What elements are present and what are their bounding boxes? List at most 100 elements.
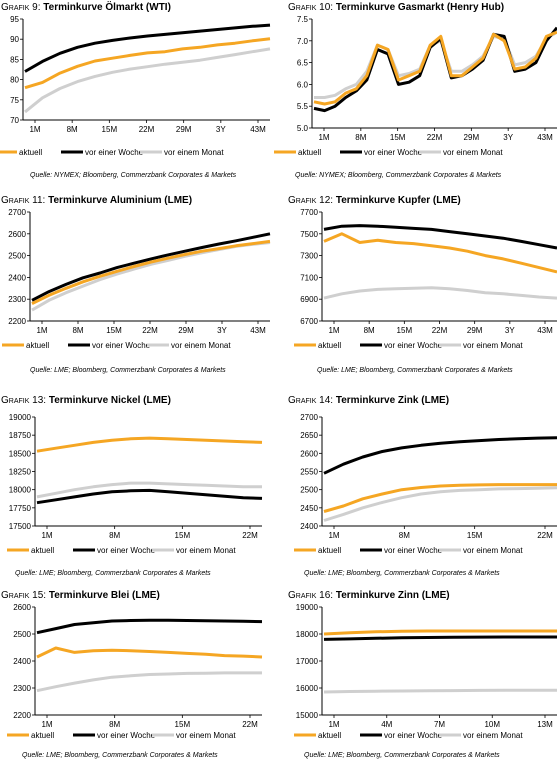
x-tick-label: 3Y (216, 125, 226, 134)
legend-label: aktuell (31, 546, 54, 555)
chart-panel-wti: Grafik 9: Terminkurve Ölmarkt (WTI) 70 75… (0, 2, 271, 188)
chart-panel-kupfer: Grafik 12: Terminkurve Kupfer (LME) 6700… (287, 195, 557, 381)
chart-svg: 17500 17750 18000 18250 18500 18750 19000 1M 8M 1… (7, 413, 263, 555)
series-line-vor-einem-monat (323, 486, 557, 522)
x-tick-label: 29M (176, 125, 192, 134)
y-tick-label: 2400 (300, 522, 318, 531)
legend-label: aktuell (298, 148, 321, 157)
y-tick-label: 2200 (8, 317, 26, 326)
y-tick-label: 2450 (300, 504, 318, 513)
x-tick-label: 3Y (505, 326, 515, 335)
y-tick-label: 2300 (13, 684, 31, 693)
legend-label: aktuell (318, 546, 341, 555)
y-tick-label: 16000 (296, 684, 319, 693)
chart-svg: 6700 6900 7100 7300 7500 7700 1M 8M 15M 22M 29M 3Y 4… (294, 208, 557, 350)
chart-title: Grafik 12: Terminkurve Kupfer (LME) (288, 195, 461, 206)
y-tick-label: 18750 (9, 431, 32, 440)
series-line-vor-einem-monat (36, 481, 262, 499)
legend-label: vor einem Monat (463, 731, 523, 740)
y-tick-label: 18000 (9, 486, 32, 495)
chart-title-text: Terminkurve Ölmarkt (WTI) (43, 2, 171, 13)
y-tick-label: 6700 (300, 317, 318, 326)
y-tick-label: 6900 (300, 295, 318, 304)
y-tick-label: 18000 (296, 630, 319, 639)
series-line-vor-einer-woche (31, 232, 271, 302)
chart-panel-blei: Grafik 15: Terminkurve Blei (LME) 2200 23… (0, 590, 270, 776)
x-tick-label: 8M (364, 326, 375, 335)
y-tick-label: 2700 (8, 208, 26, 217)
chart-panel-aluminium: Grafik 11: Terminkurve Aluminium (LME) 2… (0, 195, 271, 381)
y-tick-label: 2400 (8, 273, 26, 282)
legend-label: aktuell (19, 148, 42, 157)
x-tick-label: 29M (178, 326, 194, 335)
y-tick-label: 7700 (300, 208, 318, 217)
x-tick-label: 1M (41, 720, 52, 729)
legend-label: vor einer Woche (384, 341, 443, 350)
chart-source: Quelle: LME; Bloomberg, Commerzbank Corp… (304, 752, 500, 759)
x-tick-label: 10M (484, 720, 500, 729)
x-tick-label: 22M (139, 125, 155, 134)
x-tick-label: 22M (142, 326, 158, 335)
x-tick-label: 43M (537, 133, 553, 142)
series-line-aktuell (323, 483, 557, 513)
y-tick-label: 2600 (300, 449, 318, 458)
legend-label: vor einer Woche (384, 731, 443, 740)
series-line-vor-einer-woche (36, 618, 263, 635)
chart-title-text: Terminkurve Zink (LME) (335, 395, 450, 406)
legend-label: vor einer Woche (85, 148, 144, 157)
x-tick-label: 8M (67, 125, 78, 134)
chart-title-text: Terminkurve Blei (LME) (48, 590, 160, 601)
chart-svg: 70 75 80 85 90 95 1M 8M 15M 22M 29M 3Y 43M aktuell vor… (0, 15, 271, 157)
y-tick-label: 2500 (13, 630, 31, 639)
y-tick-label: 19000 (9, 413, 32, 422)
y-tick-label: 2400 (13, 657, 31, 666)
y-tick-label: 75 (10, 96, 19, 105)
y-tick-label: 18250 (9, 468, 32, 477)
x-tick-label: 22M (242, 720, 258, 729)
y-tick-label: 17500 (9, 522, 32, 531)
x-tick-label: 22M (432, 326, 448, 335)
x-tick-label: 43M (250, 326, 266, 335)
x-tick-label: 1M (41, 531, 52, 540)
chart-svg: 5.0 5.5 6.0 6.5 7.0 7.5 1M 8M 15M 22M 29M 3Y 43M aktu… (274, 15, 557, 157)
y-tick-label: 95 (10, 15, 19, 24)
chart-title: Grafik 9: Terminkurve Ölmarkt (WTI) (1, 2, 171, 13)
y-tick-label: 2650 (300, 431, 318, 440)
series-line-vor-einem-monat (36, 671, 262, 693)
chart-number: Grafik 15: (1, 590, 47, 601)
legend-label: aktuell (26, 341, 49, 350)
chart-number: Grafik 14: (288, 395, 334, 406)
y-tick-label: 7.0 (297, 37, 309, 46)
x-tick-label: 15M (175, 531, 191, 540)
x-tick-label: 8M (355, 133, 366, 142)
series-line-vor-einem-monat (24, 47, 271, 114)
x-tick-label: 1M (328, 531, 339, 540)
chart-panel-henryhub: Grafik 10: Terminkurve Gasmarkt (Henry H… (274, 2, 557, 188)
y-tick-label: 5.0 (297, 124, 309, 133)
x-tick-label: 8M (109, 720, 120, 729)
y-tick-label: 80 (10, 76, 19, 85)
legend-label: vor einem Monat (171, 341, 231, 350)
chart-number: Grafik 13: (1, 395, 47, 406)
y-tick-label: 2550 (300, 468, 318, 477)
series-line-vor-einem-monat (323, 688, 557, 694)
legend-label: vor einer Woche (97, 731, 156, 740)
x-tick-label: 4M (381, 720, 392, 729)
x-tick-label: 7M (434, 720, 445, 729)
legend-label: vor einer Woche (364, 148, 423, 157)
legend-label: vor einem Monat (463, 341, 523, 350)
legend-label: aktuell (318, 731, 341, 740)
y-tick-label: 2300 (8, 295, 26, 304)
legend-label: vor einer Woche (97, 546, 156, 555)
x-tick-label: 1M (318, 133, 329, 142)
chart-title-text: Terminkurve Gasmarkt (Henry Hub) (335, 2, 505, 13)
chart-number: Grafik 11: (1, 195, 46, 206)
y-tick-label: 17750 (9, 504, 32, 513)
y-tick-label: 2200 (13, 711, 31, 720)
series-line-aktuell (31, 239, 271, 305)
legend-label: vor einer Woche (92, 341, 151, 350)
chart-source: Quelle: NYMEX; Bloomberg, Commerzbank Co… (30, 172, 237, 179)
y-tick-label: 2600 (13, 603, 31, 612)
legend-label: vor einem Monat (164, 148, 224, 157)
y-tick-label: 6.5 (297, 59, 309, 68)
